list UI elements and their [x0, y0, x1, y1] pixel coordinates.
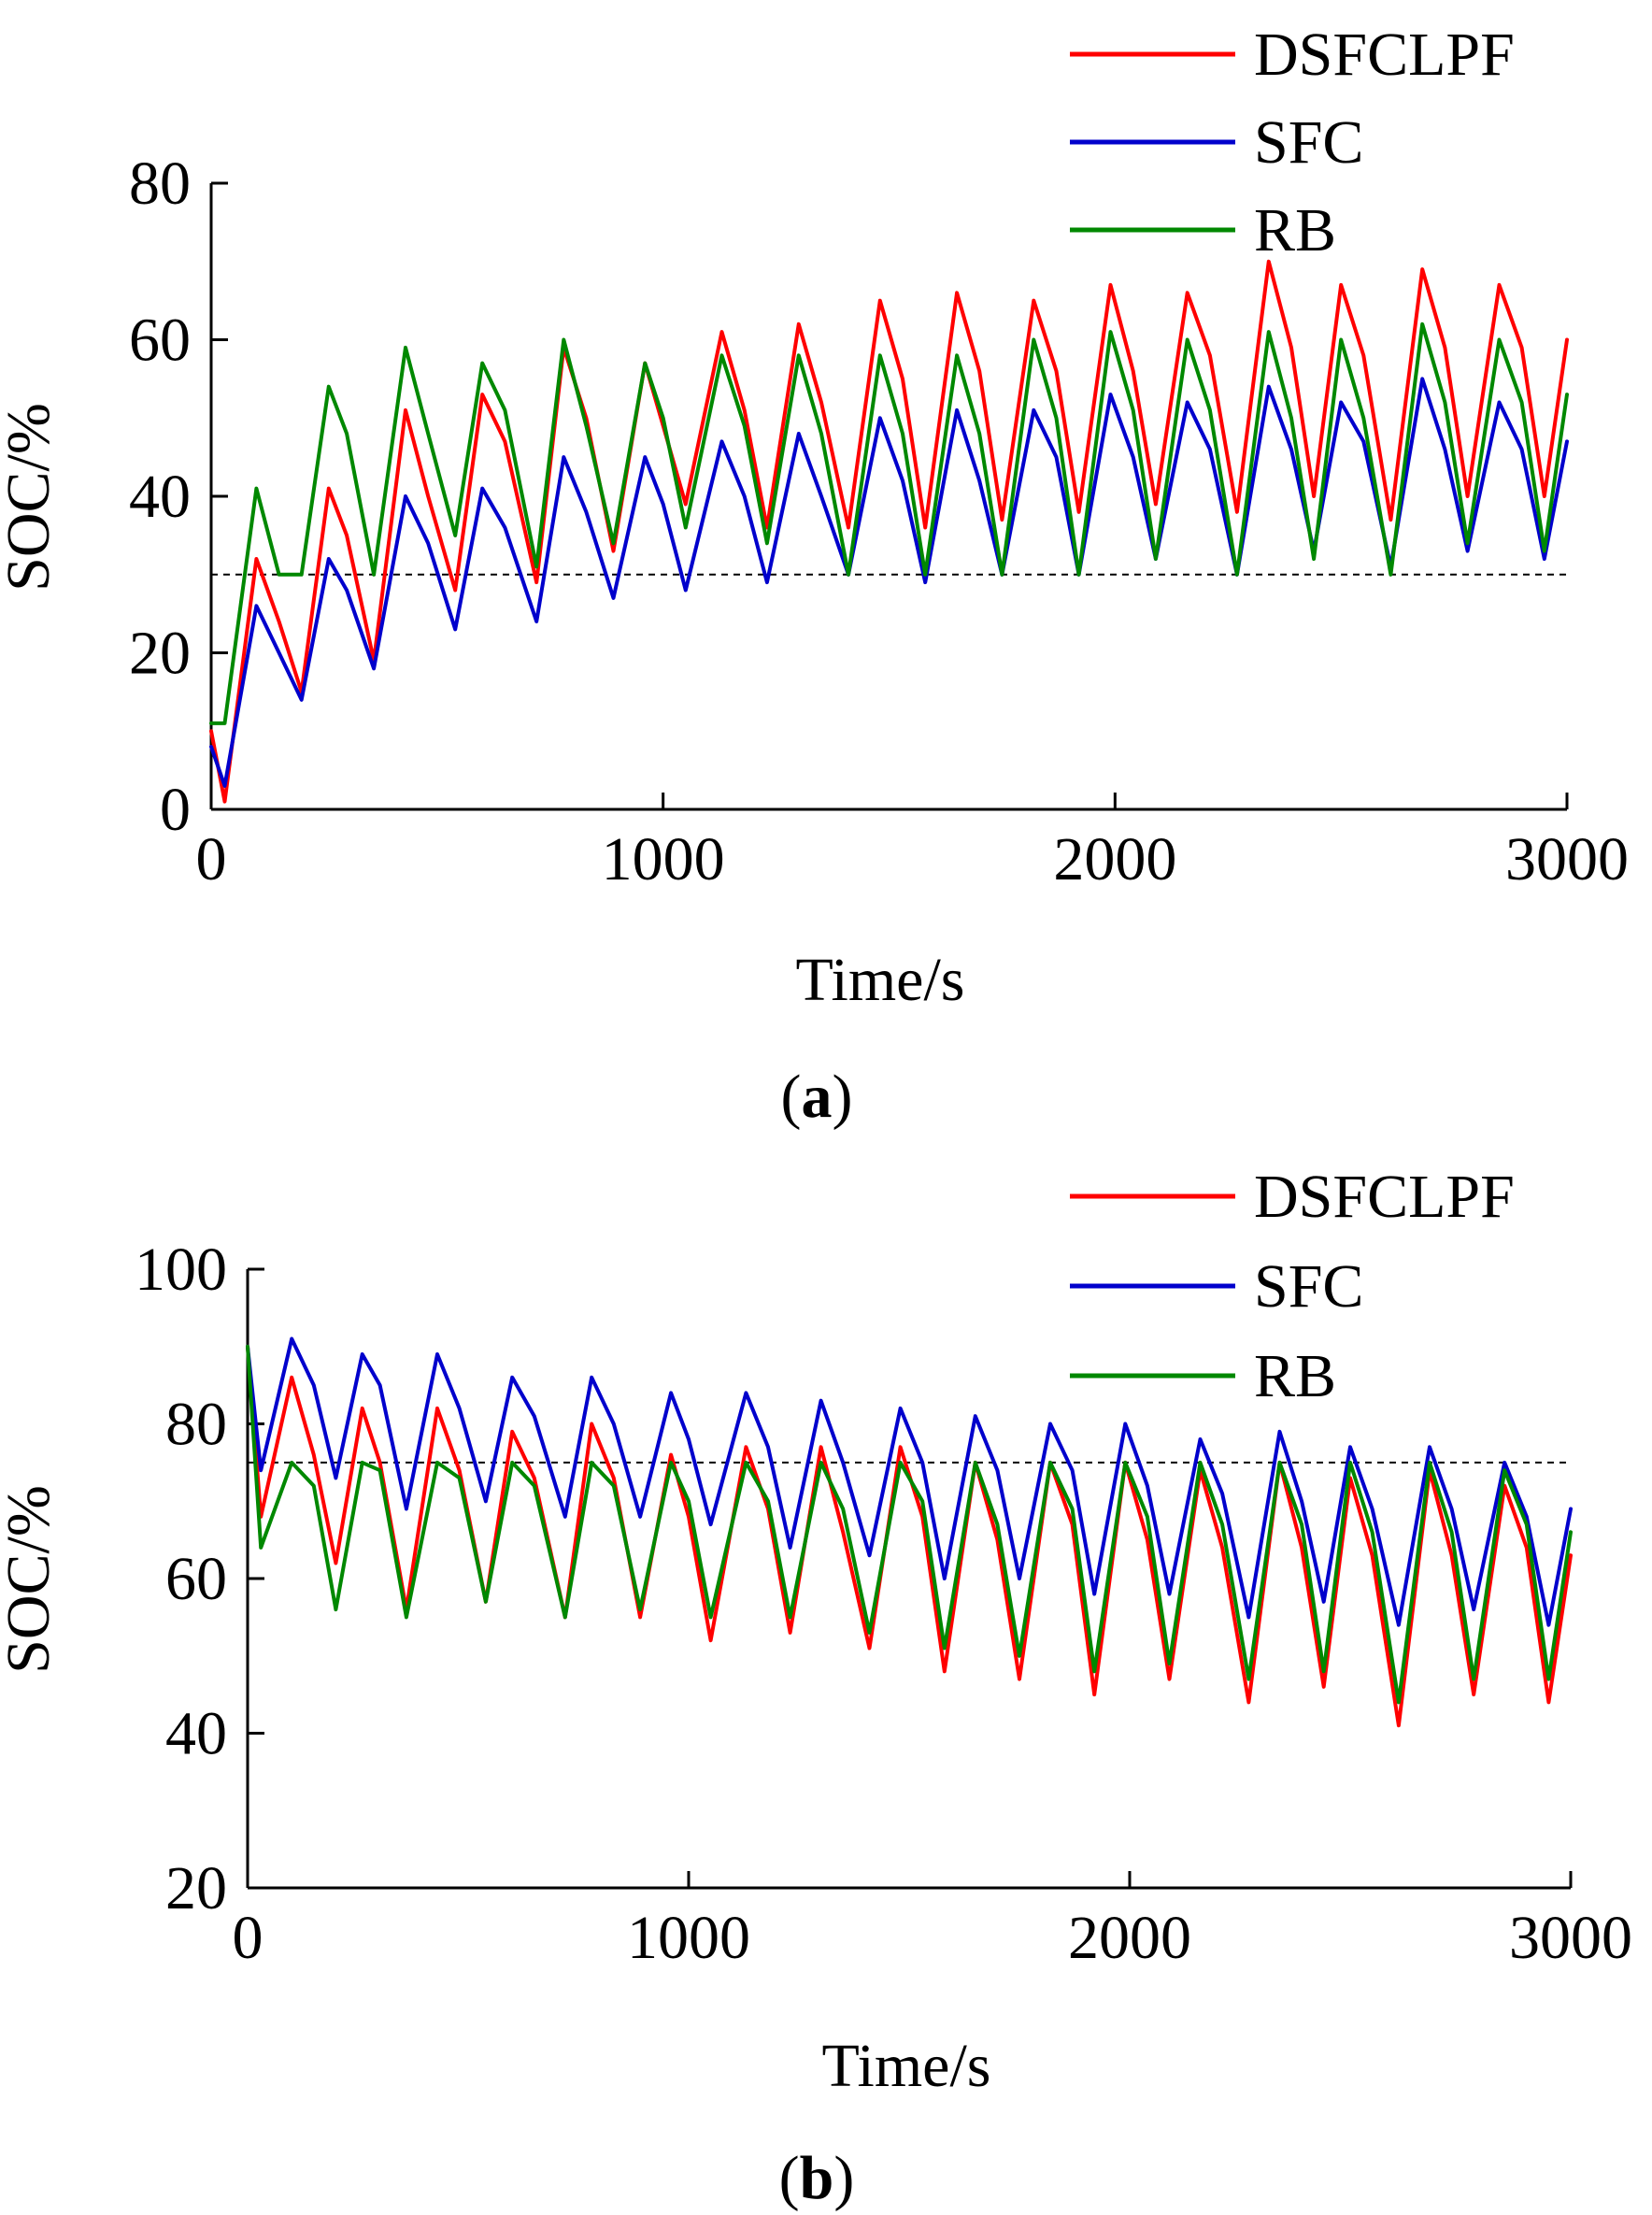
- panel-b-series-rb: [246, 1344, 1573, 1705]
- panel-a-xtick-label: 0: [196, 825, 227, 893]
- legend-a-label-dsfclpf: DSFCLPF: [1254, 21, 1515, 89]
- panel-b-label: (b): [779, 2144, 855, 2212]
- panel-a-xtick-label: 2000: [1053, 825, 1176, 893]
- panel-a-ylabel: SOC/%: [0, 403, 63, 592]
- panel-a-series-rb: [209, 322, 1569, 725]
- panel-a-xlabel: Time/s: [796, 946, 965, 1014]
- legend-a-label-sfc: SFC: [1254, 108, 1363, 177]
- panel-b-xtick-label: 2000: [1068, 1904, 1191, 1972]
- panel-b-xtick-label: 0: [233, 1904, 263, 1972]
- panel-b-ylabel: SOC/%: [0, 1485, 63, 1674]
- panel-a-legend: DSFCLPF SFC RB: [1070, 21, 1515, 264]
- panel-a-ytick-label: 20: [129, 620, 191, 688]
- panel-b-xlabel: Time/s: [822, 2032, 991, 2100]
- panel-b-ytick-label: 40: [165, 1700, 227, 1768]
- panel-b-series-sfc: [246, 1336, 1573, 1627]
- panel-a-ytick-label: 40: [129, 463, 191, 531]
- panel-a-ytick-label: 80: [129, 150, 191, 218]
- panel-b-ytick-label: 80: [165, 1391, 227, 1459]
- legend-a-label-rb: RB: [1254, 196, 1336, 264]
- panel-a-series-sfc: [209, 377, 1569, 788]
- panel-b-ytick-label: 20: [165, 1854, 227, 1922]
- panel-a-ytick-label: 0: [160, 776, 191, 844]
- legend-b-label-dsfclpf: DSFCLPF: [1254, 1163, 1515, 1231]
- panel-a-label: (a): [781, 1063, 853, 1131]
- plot-a: 0 20 40 60 80 0 1000 2000 3000: [129, 150, 1629, 893]
- panel-b-label-letter: b: [800, 2144, 834, 2212]
- legend-b-label-rb: RB: [1254, 1342, 1336, 1410]
- panel-a-series-dsfclpf: [209, 259, 1569, 804]
- panel-b-ytick-label: 100: [135, 1236, 227, 1304]
- panel-a-xtick-label: 1000: [602, 825, 725, 893]
- panel-a-xtick-label: 3000: [1505, 825, 1629, 893]
- panel-a-ytick-label: 60: [129, 307, 191, 375]
- panel-b-ytick-label: 60: [165, 1545, 227, 1613]
- panel-b-xtick-label: 3000: [1509, 1904, 1632, 1972]
- panel-b-legend: DSFCLPF SFC RB: [1070, 1163, 1515, 1410]
- panel-a-label-letter: a: [802, 1063, 833, 1131]
- legend-b-label-sfc: SFC: [1254, 1252, 1363, 1321]
- panel-b-xtick-label: 1000: [627, 1904, 750, 1972]
